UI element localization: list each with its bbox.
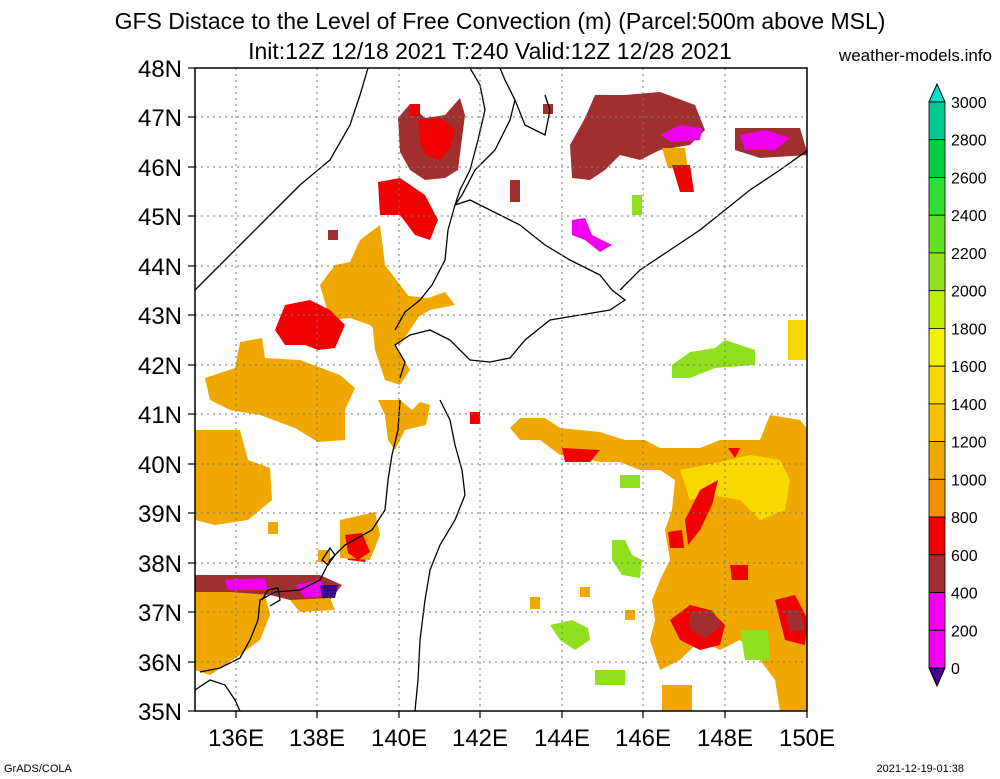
colorbar-segment xyxy=(929,630,945,668)
region-green xyxy=(672,340,755,378)
colorbar-label: 2800 xyxy=(951,133,987,150)
region-red xyxy=(730,565,748,580)
colorbar-segment xyxy=(929,593,945,631)
colorbar-segment xyxy=(929,366,945,404)
colorbar-label: 600 xyxy=(951,548,978,565)
colorbar-label: 2000 xyxy=(951,284,987,301)
lat-label: 37N xyxy=(138,600,182,627)
colorbar-label: 1200 xyxy=(951,435,987,452)
lat-label: 36N xyxy=(138,650,182,677)
lat-label: 47N xyxy=(138,105,182,132)
lat-label: 44N xyxy=(138,254,182,281)
coast-mainland xyxy=(195,68,368,290)
region-yellow xyxy=(788,320,808,360)
colorbar: 3000280026002400220020001800160014001200… xyxy=(929,84,987,686)
region-magenta xyxy=(572,218,612,252)
coast-kuril xyxy=(620,150,808,290)
colorbar-label: 400 xyxy=(951,586,978,603)
colorbar-segment xyxy=(929,555,945,593)
colorbar-label: 1000 xyxy=(951,472,987,489)
colorbar-label: 1400 xyxy=(951,397,987,414)
lon-label: 138E xyxy=(289,725,345,752)
colorbar-label: 800 xyxy=(951,510,978,527)
colorbar-segment xyxy=(929,177,945,215)
lat-label: 43N xyxy=(138,303,182,330)
region-green xyxy=(632,195,642,215)
colorbar-label: 2200 xyxy=(951,246,987,263)
colorbar-segment xyxy=(929,442,945,480)
lat-label: 46N xyxy=(138,155,182,182)
colorbar-label: 2400 xyxy=(951,208,987,225)
colorbar-bottom-arrow xyxy=(929,668,945,686)
region-brown xyxy=(328,230,338,240)
lat-label: 42N xyxy=(138,353,182,380)
region-purple xyxy=(320,585,338,598)
coast-south xyxy=(195,680,240,711)
region-green xyxy=(550,620,590,650)
colorbar-label: 1600 xyxy=(951,359,987,376)
region-magenta xyxy=(225,578,268,590)
lon-label: 148E xyxy=(697,725,753,752)
lat-label: 45N xyxy=(138,204,182,231)
colorbar-label: 200 xyxy=(951,623,978,640)
lat-axis: 48N 47N 46N 45N 44N 43N 42N 41N 40N 39N … xyxy=(138,56,182,726)
region-red xyxy=(668,530,684,548)
colorbar-segment xyxy=(929,479,945,517)
lat-label: 35N xyxy=(138,699,182,726)
lon-label: 140E xyxy=(371,725,427,752)
colorbar-segment xyxy=(929,253,945,291)
region-orange xyxy=(530,597,540,609)
region-orange xyxy=(268,522,278,534)
colorbar-label: 1800 xyxy=(951,321,987,338)
colorbar-label: 3000 xyxy=(951,95,987,112)
colorbar-segment xyxy=(929,215,945,253)
region-red xyxy=(410,104,420,116)
lon-label: 144E xyxy=(534,725,590,752)
region-orange xyxy=(205,338,355,442)
region-green xyxy=(620,475,640,488)
lon-label: 136E xyxy=(208,725,264,752)
coast-sakhalin-east xyxy=(515,95,550,135)
colorbar-segment xyxy=(929,517,945,555)
region-red xyxy=(378,178,438,240)
colorbar-segment xyxy=(929,291,945,329)
colorbar-segment xyxy=(929,404,945,442)
colorbar-label: 0 xyxy=(951,661,960,678)
region-orange xyxy=(195,430,272,525)
region-orange xyxy=(580,587,590,597)
region-green xyxy=(612,540,642,578)
lat-label: 40N xyxy=(138,452,182,479)
colorbar-segment xyxy=(929,140,945,178)
coast-sakhalin xyxy=(455,68,515,205)
lat-label: 48N xyxy=(138,56,182,83)
region-green xyxy=(595,670,625,685)
data-field xyxy=(195,92,808,711)
region-orange xyxy=(662,685,692,711)
region-brown xyxy=(510,180,520,202)
region-red xyxy=(672,165,694,192)
lon-label: 146E xyxy=(615,725,671,752)
lat-label: 38N xyxy=(138,551,182,578)
lon-label: 142E xyxy=(452,725,508,752)
lat-label: 41N xyxy=(138,402,182,429)
region-green xyxy=(740,630,770,660)
region-orange xyxy=(290,598,335,612)
coast-honshu-east xyxy=(415,400,465,711)
lon-axis: 136E 138E 140E 142E 144E 146E 148E 150E xyxy=(208,725,835,752)
lat-label: 39N xyxy=(138,501,182,528)
colorbar-top-arrow xyxy=(929,84,945,102)
lon-label: 150E xyxy=(779,725,835,752)
colorbar-segment xyxy=(929,102,945,140)
colorbar-segment xyxy=(929,328,945,366)
region-orange xyxy=(378,400,430,450)
colorbar-label: 2600 xyxy=(951,170,987,187)
